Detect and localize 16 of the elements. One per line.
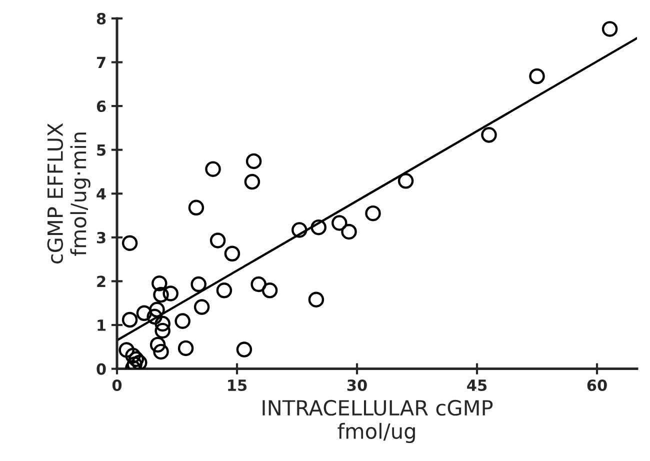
y-tick-label: 1 — [98, 320, 106, 331]
y-tick-label: 2 — [97, 276, 106, 288]
x-tick-label: 0 — [112, 379, 122, 392]
y-tick-label: 6 — [96, 100, 106, 112]
y-tick-label: 5 — [97, 144, 106, 156]
x-tick-label: 15 — [228, 380, 247, 392]
y-tick-label: 7 — [96, 56, 106, 68]
y-tick-label: 3 — [96, 232, 106, 244]
y-axis-title: cGMP EFFLUX fmol/ug·min — [47, 123, 90, 264]
y-tick-label: 0 — [96, 363, 106, 375]
x-tick-label: 60 — [587, 379, 607, 392]
x-axis-title: INTRACELLULAR cGMP fmol/ug — [262, 400, 493, 444]
x-tick-label: 30 — [347, 379, 367, 392]
x-tick-label: 45 — [467, 380, 487, 392]
y-tick-label: 4 — [96, 188, 106, 200]
y-tick-label: 8 — [96, 12, 106, 24]
